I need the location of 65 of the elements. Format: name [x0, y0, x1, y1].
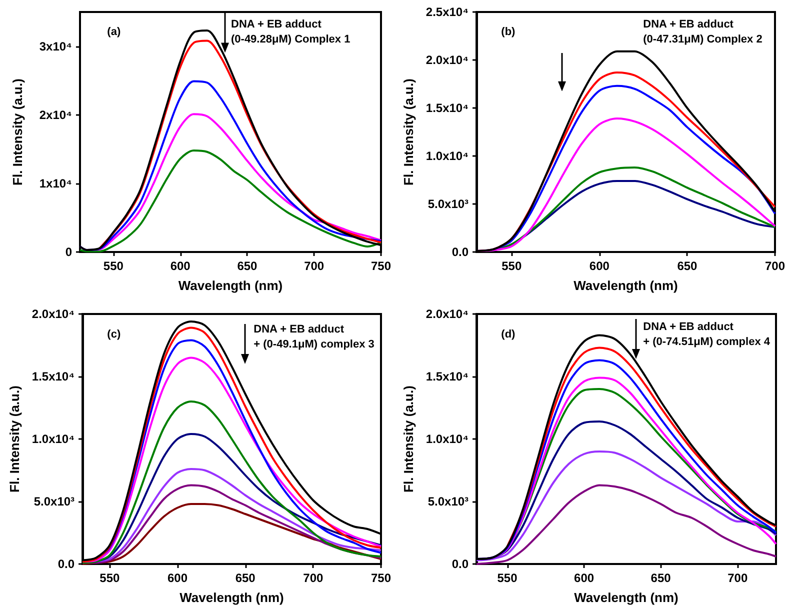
y-axis-title: Fl. Intensity (a.u.): [401, 78, 416, 186]
line-series: [82, 503, 382, 565]
y-tick-label: 2x10⁴: [39, 108, 72, 122]
annotation: DNA + EB adduct: [254, 324, 344, 336]
y-tick-label: 1.5x10⁴: [426, 101, 469, 115]
y-tick-label: 1.0x10⁴: [426, 432, 469, 446]
annotation: (b): [501, 26, 516, 38]
y-tick-label: 1.5x10⁴: [32, 370, 75, 384]
annotation: (0-47.31μM) Complex 2: [643, 34, 762, 46]
x-axis-title: Wavelength (nm): [178, 278, 283, 293]
y-tick-label: 1.0x10⁴: [32, 432, 75, 446]
x-tick-label: 700: [303, 571, 324, 585]
x-tick-label: 750: [370, 571, 392, 585]
y-tick-label: 1.0x10⁴: [426, 149, 469, 163]
y-axis-title: Fl. Intensity (a.u.): [7, 386, 22, 492]
annotation: (0-49.28μM) Complex 1: [231, 34, 350, 46]
annotation: (d): [501, 328, 516, 340]
annotation: DNA + EB adduct: [643, 18, 734, 31]
x-tick-label: 650: [235, 571, 256, 585]
x-tick-label: 600: [574, 571, 594, 585]
y-tick-label: 0.0: [58, 557, 75, 571]
x-tick-label: 700: [304, 259, 324, 273]
x-tick-label: 600: [589, 259, 610, 273]
annotation: DNA + EB adduct: [231, 18, 322, 31]
line-series: [82, 400, 382, 564]
annotation: + (0-49.1μM) complex 3: [254, 338, 374, 350]
x-axis-title: Wavelength (nm): [180, 590, 284, 605]
y-axis-title: Fl. Intensity (a.u.): [401, 386, 416, 492]
x-tick-label: 550: [502, 259, 522, 273]
annotation: (a): [107, 26, 121, 38]
y-tick-label: 2.5x10⁴: [426, 5, 469, 19]
x-tick-label: 650: [650, 571, 672, 585]
x-tick-label: 700: [728, 571, 748, 585]
line-series: [506, 346, 777, 548]
y-tick-label: 5.0x10³: [34, 494, 75, 508]
x-tick-label: 700: [764, 259, 786, 273]
x-tick-label: 600: [170, 259, 191, 273]
y-tick-label: 2.0x10⁴: [32, 307, 75, 321]
y-tick-label: 1.5x10⁴: [426, 370, 469, 384]
line-series: [476, 484, 777, 565]
y-axis-title: Fl. Intensity (a.u.): [10, 78, 25, 186]
annotation: + (0-74.51μM) complex 4: [643, 336, 771, 348]
annotation: DNA + EB adduct: [643, 321, 734, 333]
x-tick-label: 650: [237, 259, 258, 273]
y-tick-label: 0.0: [452, 557, 469, 571]
y-tick-label: 5.0x10³: [428, 197, 469, 211]
x-tick-label: 550: [100, 571, 120, 585]
y-tick-label: 0.0: [452, 245, 469, 259]
line-series: [476, 450, 777, 562]
y-tick-label: 2.0x10⁴: [426, 307, 469, 321]
y-tick-label: 2.0x10⁴: [426, 53, 469, 67]
y-tick-label: 1x10⁴: [39, 176, 72, 190]
y-tick-label: 0: [65, 245, 72, 259]
annotation: (c): [107, 328, 121, 340]
x-axis-title: Wavelength (nm): [574, 590, 678, 605]
x-axis-title: Wavelength (nm): [574, 278, 678, 293]
x-tick-label: 750: [370, 259, 392, 273]
x-tick-label: 650: [677, 259, 698, 273]
y-tick-label: 3x10⁴: [39, 39, 72, 54]
line-series: [82, 484, 382, 564]
line-series: [79, 150, 382, 252]
y-tick-label: 5.0x10³: [428, 494, 469, 508]
x-tick-label: 600: [167, 571, 188, 585]
x-tick-label: 550: [497, 571, 518, 585]
x-tick-label: 550: [103, 259, 124, 273]
